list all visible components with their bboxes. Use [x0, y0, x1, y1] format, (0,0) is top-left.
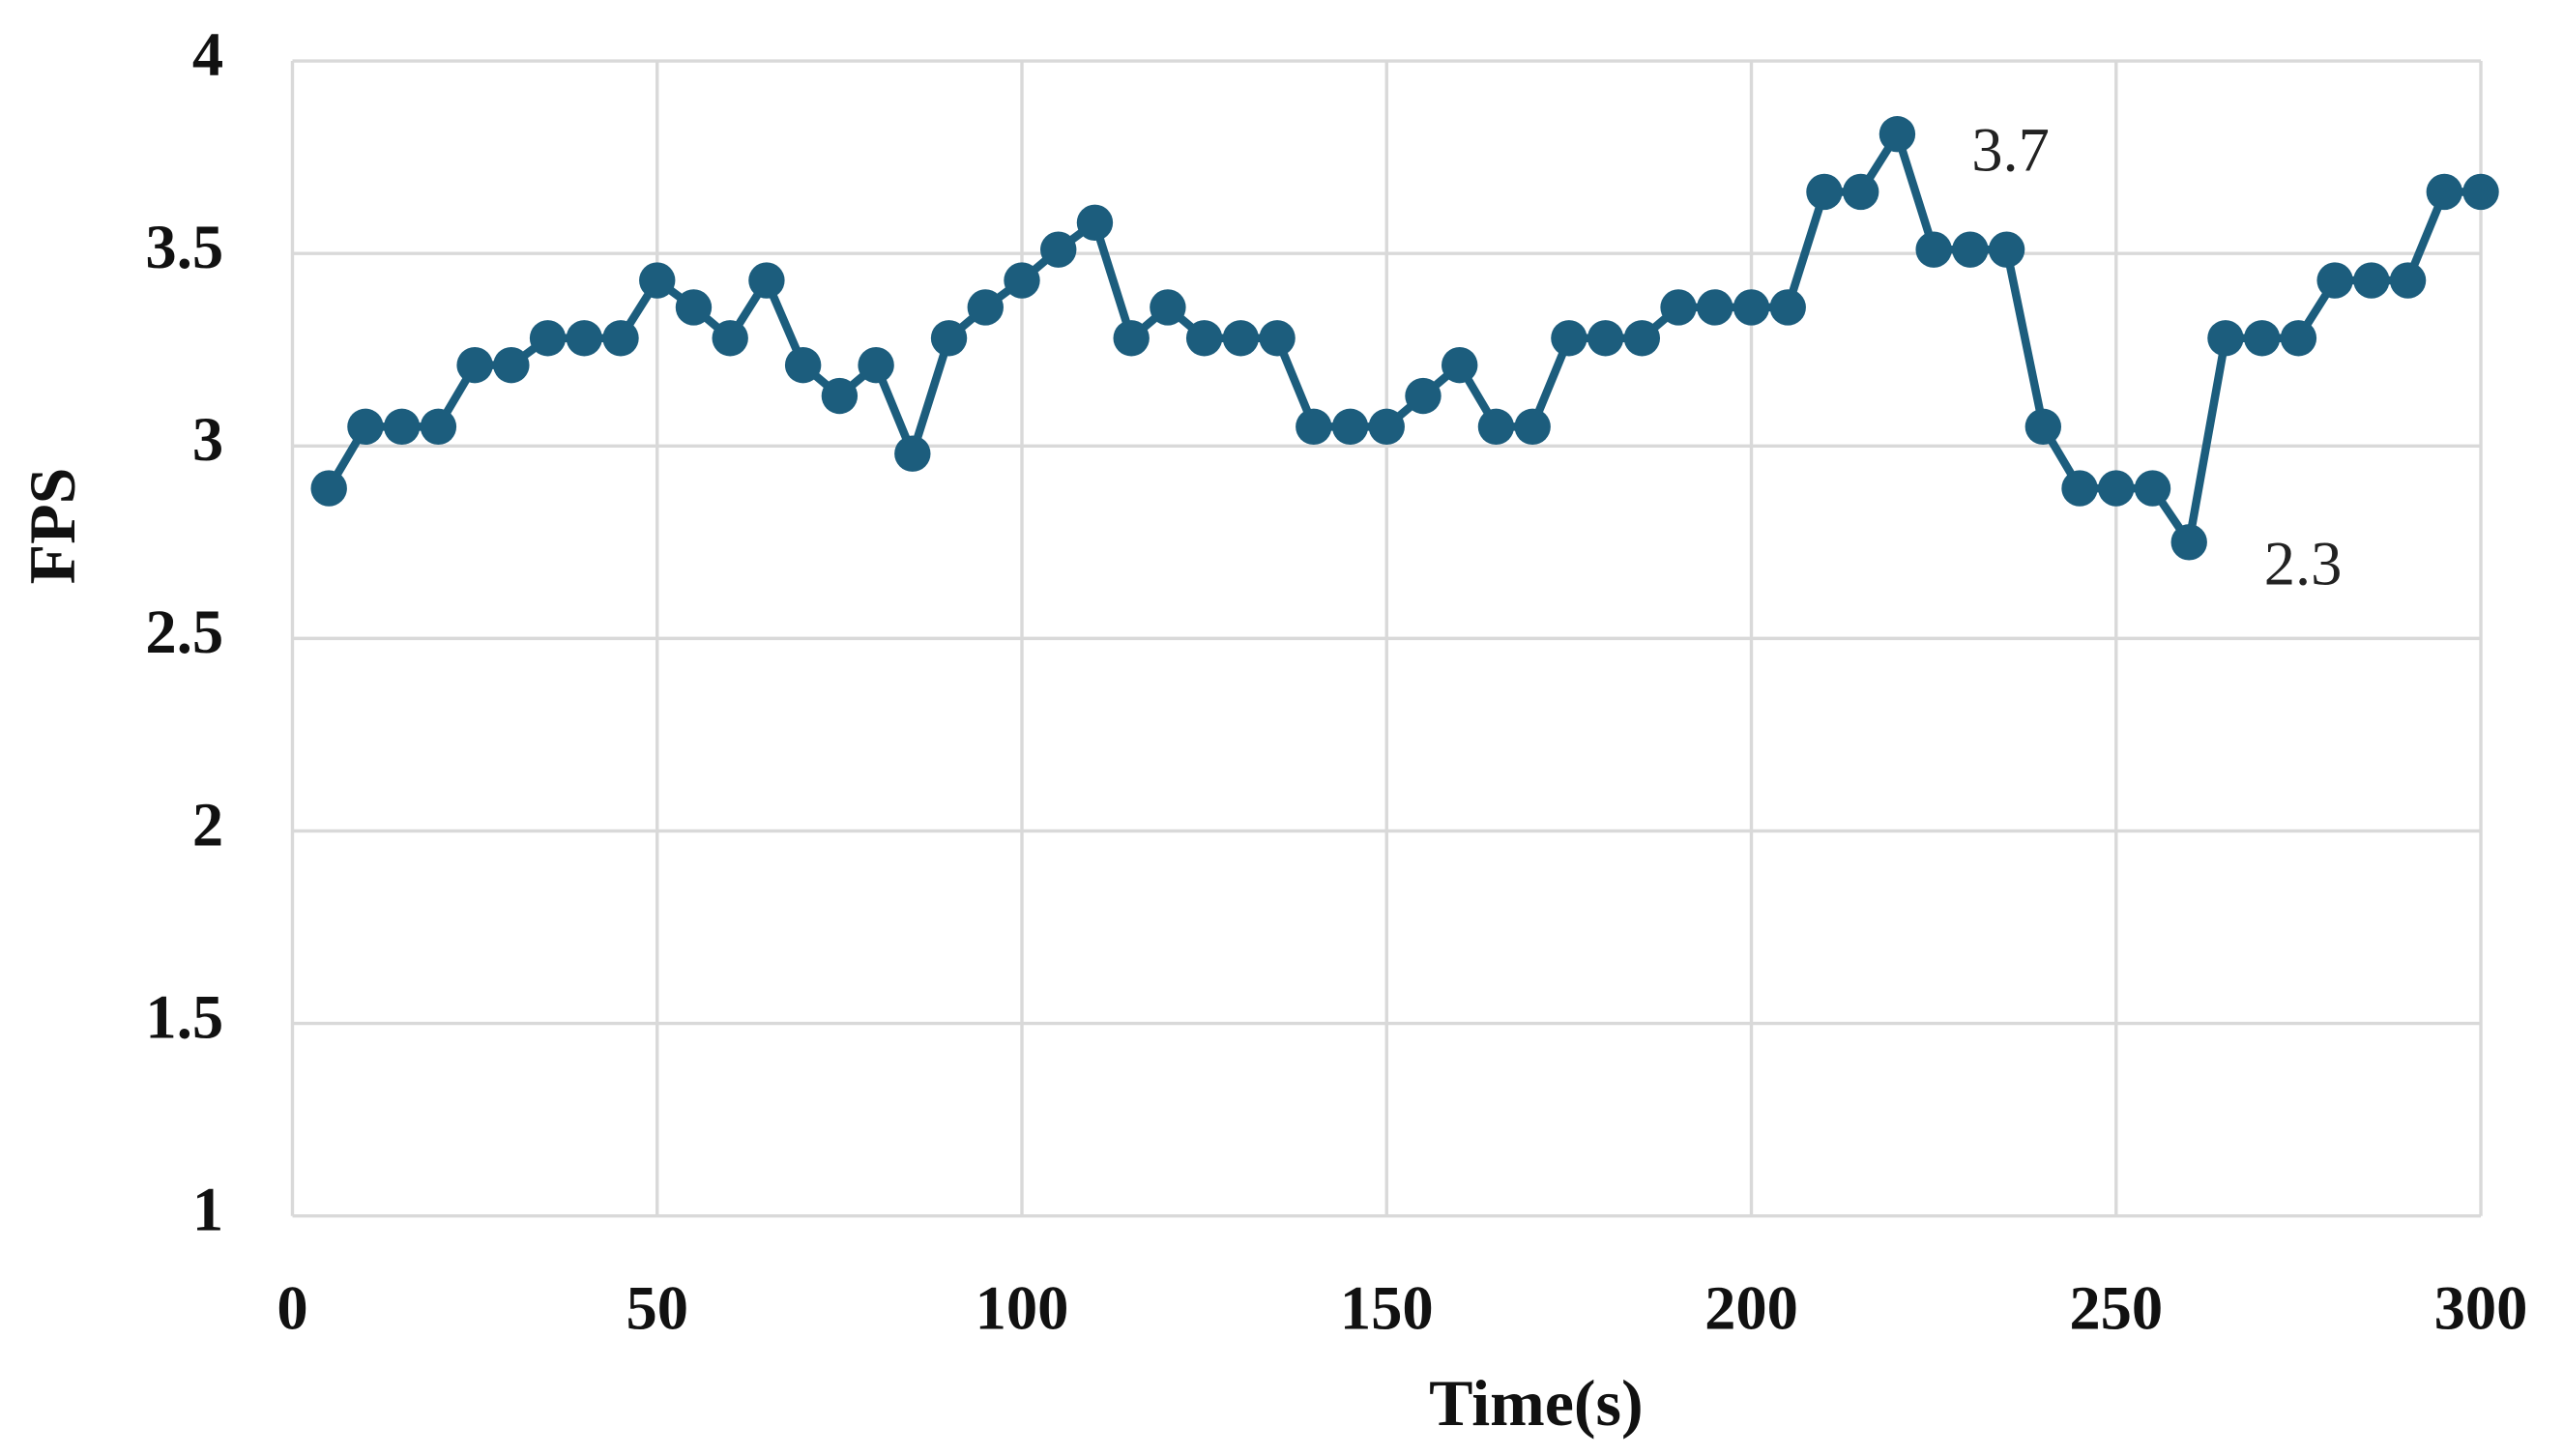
data-point: [1879, 116, 1916, 153]
data-point: [383, 408, 421, 446]
data-point: [310, 470, 347, 507]
data-point: [2316, 262, 2353, 299]
data-point: [1113, 320, 1150, 357]
data-point: [1660, 289, 1697, 326]
data-point: [1988, 231, 2025, 268]
data-point: [967, 289, 1004, 326]
data-point: [1587, 320, 1624, 357]
data-point: [712, 320, 748, 357]
data-point: [1150, 289, 1186, 326]
data-point: [784, 346, 822, 384]
data-point: [1259, 320, 1296, 357]
x-tick-label: 50: [626, 1272, 688, 1342]
data-point: [1623, 320, 1661, 357]
data-point: [2243, 320, 2281, 357]
data-point: [2061, 470, 2098, 507]
data-point: [1040, 231, 1077, 268]
data-point: [1368, 408, 1405, 446]
x-tick-label: 250: [2069, 1272, 2163, 1342]
data-point: [2098, 470, 2135, 507]
y-tick-label: 4: [192, 19, 223, 89]
annotation: 2.3: [2264, 529, 2343, 598]
data-point: [1442, 346, 1478, 384]
data-point: [1551, 320, 1587, 357]
data-point: [639, 262, 676, 299]
data-point: [2207, 320, 2244, 357]
y-axis-title: FPS: [15, 468, 89, 585]
data-point: [1296, 408, 1332, 446]
x-tick-label: 0: [277, 1272, 307, 1342]
data-point: [894, 435, 931, 472]
annotation: 3.7: [1971, 114, 2050, 184]
data-point: [1697, 289, 1733, 326]
data-point: [1806, 173, 1843, 211]
data-point: [1076, 204, 1114, 242]
data-point: [529, 320, 567, 357]
x-axis-title: Time(s): [1429, 1366, 1644, 1440]
data-point: [821, 377, 859, 415]
data-point: [2353, 262, 2390, 299]
x-tick-label: 200: [1704, 1272, 1798, 1342]
y-tick-label: 3: [192, 404, 223, 474]
x-tick-label: 150: [1340, 1272, 1434, 1342]
data-point: [2462, 173, 2499, 211]
data-point: [930, 320, 968, 357]
data-point: [347, 408, 384, 446]
data-point: [2426, 173, 2462, 211]
data-point: [2389, 262, 2427, 299]
y-tick-label: 3.5: [145, 212, 223, 281]
data-point: [493, 346, 530, 384]
data-point: [1769, 289, 1806, 326]
data-point: [748, 262, 785, 299]
data-point: [1514, 408, 1551, 446]
data-point: [566, 320, 602, 357]
y-tick-label: 2: [192, 789, 223, 859]
y-tick-label: 1.5: [145, 981, 223, 1051]
y-tick-label: 1: [192, 1175, 223, 1244]
data-point: [1477, 408, 1515, 446]
y-tick-label: 2.5: [145, 597, 223, 666]
data-point: [602, 320, 639, 357]
data-point: [1331, 408, 1369, 446]
data-point: [1405, 377, 1442, 415]
data-point: [858, 346, 894, 384]
data-point: [675, 289, 713, 326]
data-point: [456, 346, 493, 384]
data-point: [1843, 173, 1879, 211]
data-point: [1733, 289, 1770, 326]
data-point: [420, 408, 457, 446]
data-point: [2024, 408, 2062, 446]
data-point: [1185, 320, 1223, 357]
data-point: [1222, 320, 1260, 357]
x-tick-label: 300: [2434, 1272, 2528, 1342]
data-point: [1004, 262, 1040, 299]
data-point: [2280, 320, 2317, 357]
x-tick-label: 100: [976, 1272, 1069, 1342]
data-point: [1915, 231, 1952, 268]
data-point: [2170, 524, 2207, 561]
data-point: [2134, 470, 2171, 507]
data-point: [1952, 231, 1989, 268]
